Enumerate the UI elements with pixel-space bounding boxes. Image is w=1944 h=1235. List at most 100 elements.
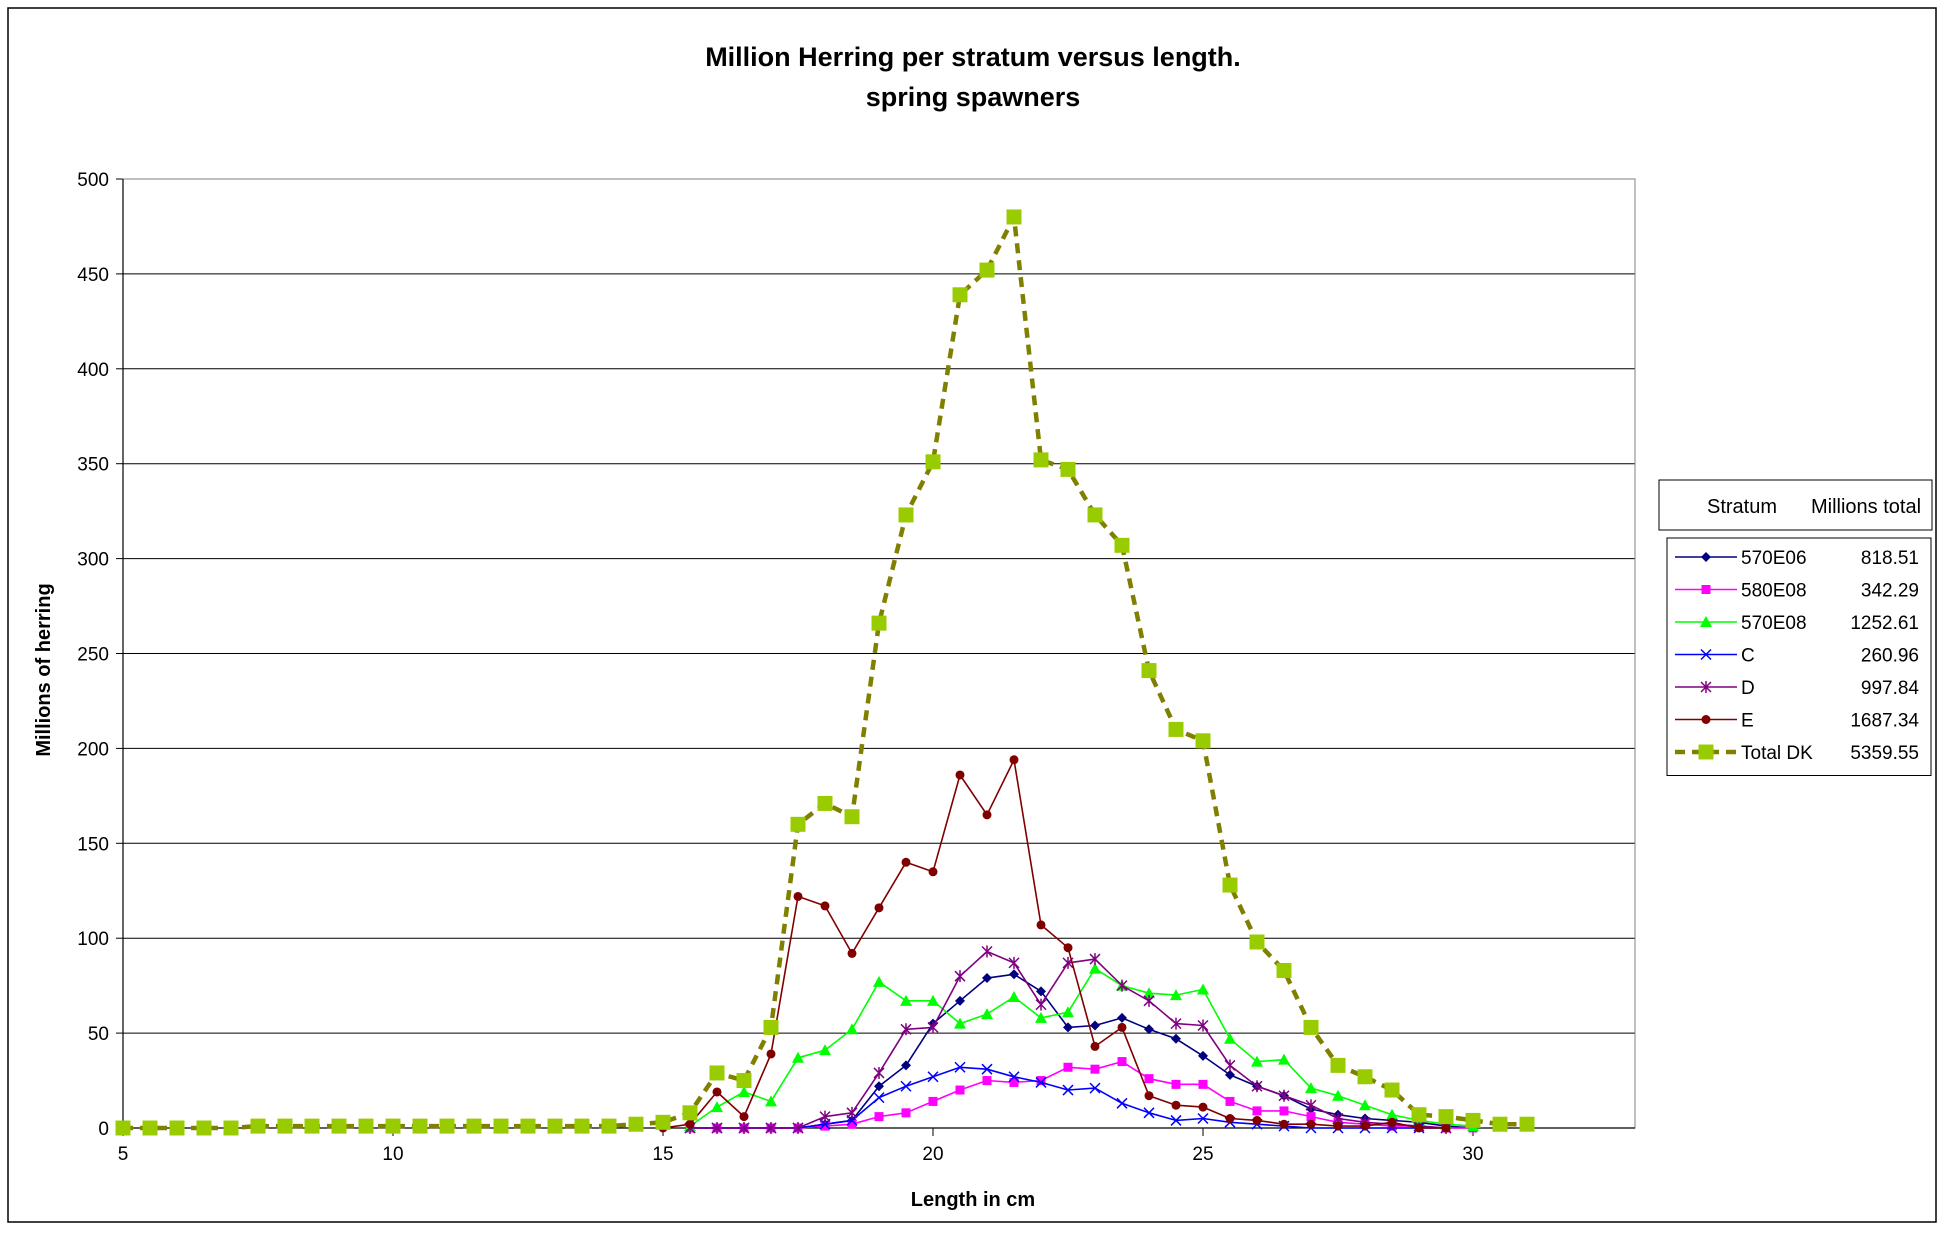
data-point — [1117, 1022, 1127, 1032]
data-point — [1171, 1079, 1181, 1089]
data-point — [1305, 1099, 1317, 1112]
series-group — [115, 209, 1535, 1136]
data-point — [1144, 1074, 1154, 1084]
data-point — [1006, 209, 1022, 225]
data-point — [1332, 1089, 1344, 1101]
data-point — [466, 1118, 482, 1134]
legend-header-total: Millions total — [1811, 496, 1921, 518]
data-point — [1171, 1033, 1181, 1044]
data-point — [250, 1118, 266, 1134]
legend-marker — [1700, 681, 1712, 693]
legend-marker — [1701, 715, 1711, 724]
y-tick-label: 450 — [77, 265, 109, 286]
legend-series-total: 1687.34 — [1850, 711, 1919, 732]
data-point — [901, 1060, 911, 1071]
y-tick-label: 250 — [77, 645, 109, 666]
legend-series-total: 260.96 — [1861, 646, 1919, 667]
data-point — [820, 901, 830, 911]
legend-entry: E 1687.34 — [1675, 711, 1919, 732]
data-point — [873, 1092, 885, 1104]
data-point — [1060, 461, 1076, 477]
data-point — [1036, 920, 1046, 930]
data-point — [1170, 1114, 1182, 1126]
data-point — [1357, 1069, 1373, 1085]
data-point — [1197, 983, 1209, 995]
data-point — [1008, 1071, 1020, 1083]
data-point — [927, 994, 939, 1006]
data-point — [1089, 953, 1101, 966]
data-point — [982, 973, 992, 984]
data-point — [1279, 1106, 1289, 1116]
data-point — [1279, 1119, 1289, 1129]
data-point — [873, 1066, 885, 1079]
data-point — [900, 1080, 912, 1092]
data-point — [1035, 998, 1047, 1011]
y-tick-label: 50 — [88, 1024, 109, 1045]
legend-marker — [1700, 616, 1712, 627]
legend-entry: 580E08 342.29 — [1675, 581, 1919, 602]
y-tick-label: 0 — [98, 1119, 109, 1140]
data-point — [1387, 1117, 1397, 1127]
data-point — [628, 1116, 644, 1132]
data-point — [792, 1122, 804, 1134]
data-point — [873, 975, 885, 987]
x-axis-label: Length in cm — [911, 1189, 1035, 1211]
data-point — [739, 1112, 749, 1122]
data-point — [601, 1118, 617, 1134]
data-point — [790, 816, 806, 832]
legend-marker — [1701, 552, 1711, 562]
y-tick-label: 100 — [77, 929, 109, 950]
legend-series-total: 997.84 — [1861, 678, 1920, 699]
data-point — [1195, 733, 1211, 749]
data-point — [738, 1122, 750, 1134]
legend-series-name: 580E08 — [1741, 581, 1807, 602]
data-point — [954, 1061, 966, 1073]
data-point — [1224, 1059, 1236, 1072]
data-point — [1168, 721, 1184, 737]
data-point — [712, 1087, 722, 1097]
data-point — [1035, 1076, 1047, 1088]
data-point — [1198, 1102, 1208, 1112]
legend-entry: 570E06 818.51 — [1675, 548, 1919, 569]
data-point — [655, 1114, 671, 1130]
data-point — [736, 1073, 752, 1089]
data-point — [982, 810, 992, 820]
data-point — [1359, 1099, 1371, 1111]
data-point — [900, 1023, 912, 1036]
data-point — [1143, 1107, 1155, 1119]
data-point — [901, 1108, 911, 1118]
data-point — [1360, 1121, 1370, 1131]
data-point — [1492, 1116, 1508, 1132]
data-point — [142, 1120, 158, 1136]
data-point — [1330, 1057, 1346, 1073]
data-point — [955, 770, 965, 780]
data-point — [1144, 1091, 1154, 1101]
data-point — [846, 1023, 858, 1035]
x-tick-label: 10 — [382, 1144, 403, 1165]
data-point — [1225, 1096, 1235, 1106]
data-point — [954, 1017, 966, 1029]
legend-box — [1666, 537, 1932, 776]
data-point — [1089, 1082, 1101, 1094]
legend-series-name: 570E08 — [1741, 613, 1807, 634]
data-point — [1170, 989, 1182, 1001]
data-point — [1144, 1024, 1154, 1035]
data-point — [819, 1110, 831, 1123]
data-point — [709, 1065, 725, 1081]
x-tick-label: 5 — [118, 1144, 129, 1165]
data-point — [1333, 1121, 1343, 1131]
data-point — [898, 507, 914, 523]
data-point — [1114, 537, 1130, 553]
legend-series-total: 5359.55 — [1850, 743, 1919, 764]
legend-series-name: D — [1741, 678, 1755, 699]
chart-subtitle: spring spawners — [866, 82, 1081, 112]
data-point — [981, 1008, 993, 1020]
data-point — [1306, 1112, 1316, 1122]
series-line — [689, 967, 1474, 1127]
data-point — [493, 1118, 509, 1134]
data-point — [1170, 1017, 1182, 1030]
data-point — [574, 1118, 590, 1134]
data-point — [1276, 962, 1292, 978]
data-point — [1386, 1108, 1398, 1120]
data-point — [1009, 755, 1019, 765]
